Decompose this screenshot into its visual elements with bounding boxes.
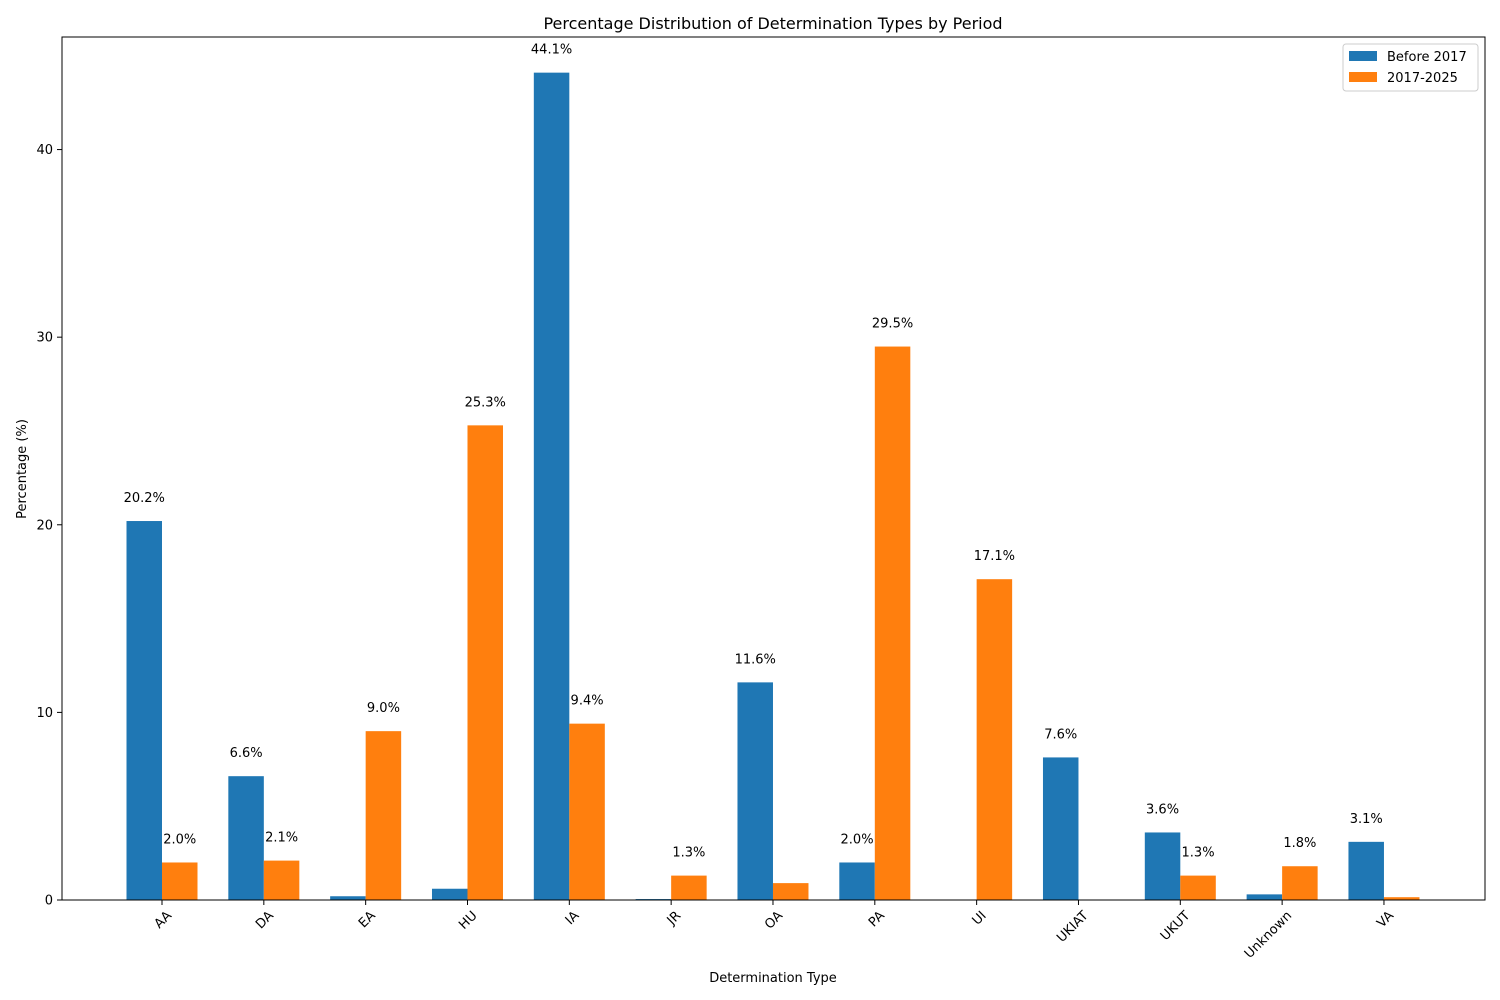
bar-label-before-2017-da: 6.6% — [230, 746, 263, 761]
y-tick-label: 30 — [36, 331, 53, 346]
legend-swatch-2017-2025 — [1349, 72, 1377, 82]
bar-label-2017-2025-unknown: 1.8% — [1283, 836, 1316, 851]
bar-2017-2025-unknown — [1282, 866, 1318, 900]
x-tick-label-oa: OA — [762, 908, 786, 932]
bar-labels-group: 20.2% 6.6% 44.1% 11.6% 2.0% 7.6% 3.6% 3.1% 2.0% 2… — [124, 43, 1383, 861]
bar-2017-2025-ui — [976, 579, 1013, 900]
bar-2017-2025-ukut — [1180, 875, 1216, 900]
bar-label-before-2017-oa: 11.6% — [735, 652, 776, 667]
bar-2017-2025-da — [263, 860, 300, 900]
x-tick-label-pa: PA — [866, 908, 888, 930]
bar-2017-2025-ia — [569, 723, 605, 900]
y-axis-ticks: 0 10 20 30 40 — [36, 143, 62, 909]
x-tick-label-da: DA — [253, 908, 277, 932]
bar-before-2017-pa — [839, 862, 875, 900]
x-tick-label-va: VA — [1374, 908, 1397, 931]
bar-2017-2025-jr — [671, 875, 707, 900]
bar-2017-2025-hu — [467, 425, 503, 900]
bar-before-2017-ea — [330, 896, 366, 900]
legend-label-2017-2025: 2017-2025 — [1387, 71, 1458, 86]
bar-2017-2025-va — [1383, 897, 1420, 900]
bar-2017-2025-aa — [162, 862, 198, 900]
x-tick-label-ui: UI — [970, 908, 990, 928]
x-axis-label: Determination Type — [709, 971, 837, 986]
bar-label-before-2017-ukiat: 7.6% — [1044, 727, 1077, 742]
bar-2017-2025-ea — [365, 731, 402, 900]
bar-before-2017-ukiat — [1042, 757, 1079, 900]
bar-before-2017-ukut — [1144, 832, 1181, 900]
y-tick-label: 0 — [45, 894, 53, 909]
bar-label-before-2017-ia: 44.1% — [531, 43, 572, 58]
bar-label-2017-2025-hu: 25.3% — [465, 395, 506, 410]
bar-label-2017-2025-pa: 29.5% — [872, 317, 913, 332]
bar-label-2017-2025-ui: 17.1% — [974, 549, 1015, 564]
bar-label-2017-2025-jr: 1.3% — [672, 846, 705, 861]
x-tick-label-hu: HU — [456, 908, 480, 932]
bar-2017-2025-oa — [772, 883, 809, 900]
bars-group — [126, 72, 1420, 900]
x-axis-ticks: AA DA EA HU IA JR OA PA UI UKIAT UKUT Unknown VA — [152, 900, 1397, 962]
y-tick-label: 40 — [36, 143, 53, 158]
x-tick-label-aa: AA — [152, 908, 176, 932]
legend-label-before-2017: Before 2017 — [1387, 50, 1467, 65]
bar-before-2017-oa — [737, 682, 773, 900]
bar-before-2017-da — [228, 776, 264, 900]
bar-before-2017-unknown — [1246, 894, 1283, 900]
bar-label-before-2017-ukut: 3.6% — [1146, 802, 1179, 817]
x-tick-label-ukiat: UKIAT — [1054, 908, 1091, 945]
chart-title: Percentage Distribution of Determination… — [543, 14, 1002, 33]
bar-label-2017-2025-ea: 9.0% — [367, 701, 400, 716]
x-tick-label-jr: JR — [664, 908, 684, 928]
bar-before-2017-hu — [431, 888, 468, 900]
bar-label-2017-2025-ia: 9.4% — [571, 694, 604, 709]
bar-label-before-2017-pa: 2.0% — [841, 832, 874, 847]
bar-label-2017-2025-ukut: 1.3% — [1182, 846, 1215, 861]
bar-before-2017-ia — [533, 72, 570, 900]
legend-swatch-before-2017 — [1349, 51, 1377, 61]
y-tick-label: 20 — [36, 518, 53, 533]
bar-2017-2025-pa — [874, 346, 911, 900]
legend: Before 2017 2017-2025 — [1342, 43, 1479, 92]
bar-label-before-2017-va: 3.1% — [1350, 812, 1383, 827]
bar-label-before-2017-aa: 20.2% — [124, 491, 165, 506]
bar-label-2017-2025-da: 2.1% — [265, 831, 298, 846]
x-tick-label-unknown: Unknown — [1242, 908, 1295, 961]
y-axis-label: Percentage (%) — [15, 419, 30, 519]
plot-frame — [61, 36, 1486, 901]
y-tick-label: 10 — [36, 706, 53, 721]
bar-before-2017-aa — [126, 521, 162, 900]
x-tick-label-ia: IA — [563, 908, 583, 928]
x-tick-label-ea: EA — [356, 908, 379, 931]
x-tick-label-ukut: UKUT — [1158, 908, 1194, 944]
bar-label-2017-2025-aa: 2.0% — [163, 832, 196, 847]
bar-before-2017-va — [1348, 841, 1384, 900]
